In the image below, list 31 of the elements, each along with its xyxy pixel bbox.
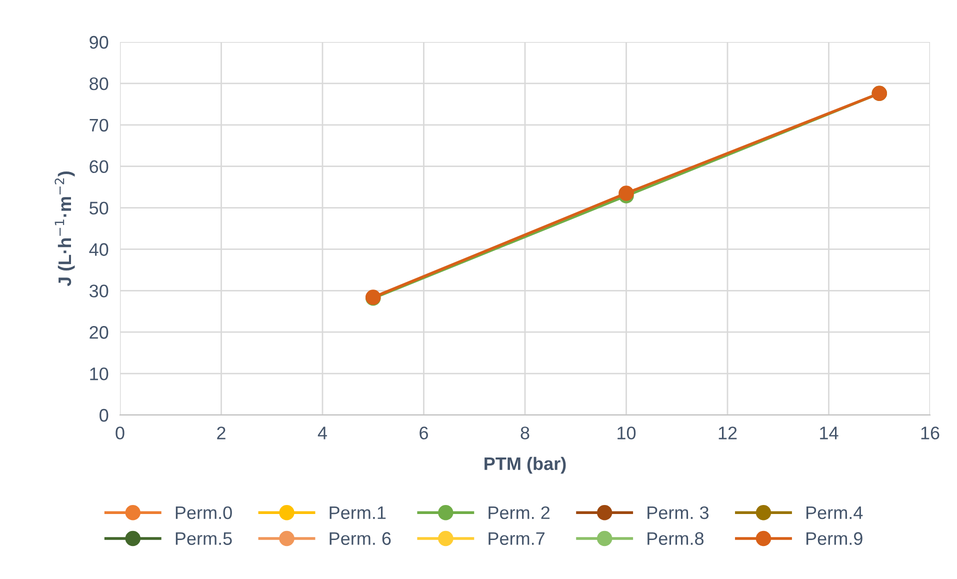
x-tick-label: 10 bbox=[618, 426, 636, 440]
x-tick-label: 2 bbox=[217, 426, 226, 440]
y-tick-label: 10 bbox=[90, 367, 108, 380]
y-tick-label: 20 bbox=[90, 326, 108, 339]
x-tick-label: 4 bbox=[318, 426, 327, 440]
x-tick-label: 16 bbox=[921, 426, 940, 440]
y-tick-label: 0 bbox=[100, 408, 108, 422]
y-axis-title: J (L·h$^{−1}$·m$^{−2}$) bbox=[54, 172, 75, 286]
x-axis-title: PTM (bar) bbox=[484, 456, 566, 474]
y-tick-label: 40 bbox=[89, 243, 108, 256]
x-tick-label: 6 bbox=[420, 426, 428, 440]
y-tick-label: 70 bbox=[90, 118, 108, 132]
legend-label: Perm.9 bbox=[806, 532, 862, 545]
legend-label: Perm.0 bbox=[176, 506, 232, 520]
x-tick-label: 14 bbox=[820, 426, 838, 440]
y-tick-label: 50 bbox=[90, 202, 108, 214]
x-tick-label: 12 bbox=[718, 426, 737, 440]
legend-label: Perm.8 bbox=[648, 532, 704, 545]
legend-label: Perm. 6 bbox=[330, 532, 391, 545]
y-tick-label: 90 bbox=[90, 36, 108, 49]
legend-label: Perm.7 bbox=[488, 532, 544, 545]
legend-label: Perm.4 bbox=[806, 506, 863, 520]
x-tick-label: 8 bbox=[520, 426, 530, 440]
legend-label: Perm. 3 bbox=[648, 506, 709, 520]
y-tick-label: 30 bbox=[89, 284, 108, 298]
y-tick-label: 60 bbox=[90, 160, 108, 174]
legend-label: Perm.1 bbox=[330, 506, 386, 520]
legend-label: Perm. 2 bbox=[488, 506, 550, 520]
y-tick-label: 80 bbox=[90, 77, 108, 90]
x-tick-label: 0 bbox=[116, 426, 124, 440]
legend-label: Perm.5 bbox=[176, 532, 232, 545]
